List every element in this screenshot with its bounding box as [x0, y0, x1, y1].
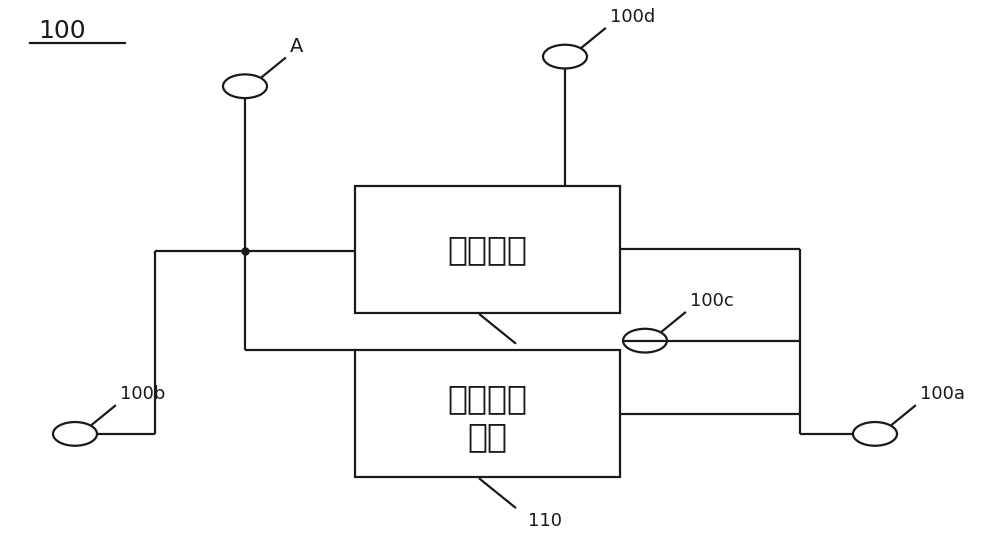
Text: 120: 120: [528, 348, 562, 365]
Text: 100: 100: [38, 19, 86, 43]
Bar: [355, 186, 620, 313]
Text: 100d: 100d: [610, 8, 655, 26]
Text: 低噪声放: 低噪声放: [448, 382, 528, 415]
Text: 旁通电路: 旁通电路: [448, 233, 528, 266]
Text: A: A: [290, 37, 303, 56]
Text: 100c: 100c: [690, 292, 734, 310]
Text: 大器: 大器: [468, 420, 508, 453]
Text: 100b: 100b: [120, 385, 165, 403]
Text: 110: 110: [528, 512, 562, 530]
Text: 100a: 100a: [920, 385, 965, 403]
Bar: [355, 350, 620, 477]
